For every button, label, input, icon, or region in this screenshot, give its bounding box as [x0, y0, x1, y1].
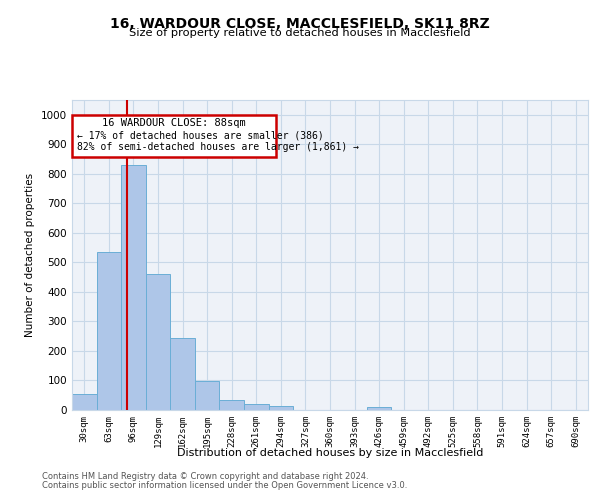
- Text: Contains public sector information licensed under the Open Government Licence v3: Contains public sector information licen…: [42, 481, 407, 490]
- FancyBboxPatch shape: [72, 115, 276, 156]
- Bar: [72, 394, 97, 410]
- Bar: [367, 407, 391, 410]
- Text: 16 WARDOUR CLOSE: 88sqm: 16 WARDOUR CLOSE: 88sqm: [102, 118, 246, 128]
- Bar: [170, 338, 195, 410]
- Text: 16, WARDOUR CLOSE, MACCLESFIELD, SK11 8RZ: 16, WARDOUR CLOSE, MACCLESFIELD, SK11 8R…: [110, 18, 490, 32]
- Bar: [121, 165, 146, 410]
- Text: Contains HM Land Registry data © Crown copyright and database right 2024.: Contains HM Land Registry data © Crown c…: [42, 472, 368, 481]
- Text: 82% of semi-detached houses are larger (1,861) →: 82% of semi-detached houses are larger (…: [77, 142, 359, 152]
- Bar: [146, 274, 170, 410]
- Bar: [220, 400, 244, 410]
- Text: Distribution of detached houses by size in Macclesfield: Distribution of detached houses by size …: [177, 448, 483, 458]
- Text: ← 17% of detached houses are smaller (386): ← 17% of detached houses are smaller (38…: [77, 130, 323, 140]
- Bar: [97, 252, 121, 410]
- Text: Size of property relative to detached houses in Macclesfield: Size of property relative to detached ho…: [129, 28, 471, 38]
- Bar: [195, 381, 220, 410]
- Bar: [244, 404, 269, 410]
- Bar: [269, 406, 293, 410]
- Y-axis label: Number of detached properties: Number of detached properties: [25, 173, 35, 337]
